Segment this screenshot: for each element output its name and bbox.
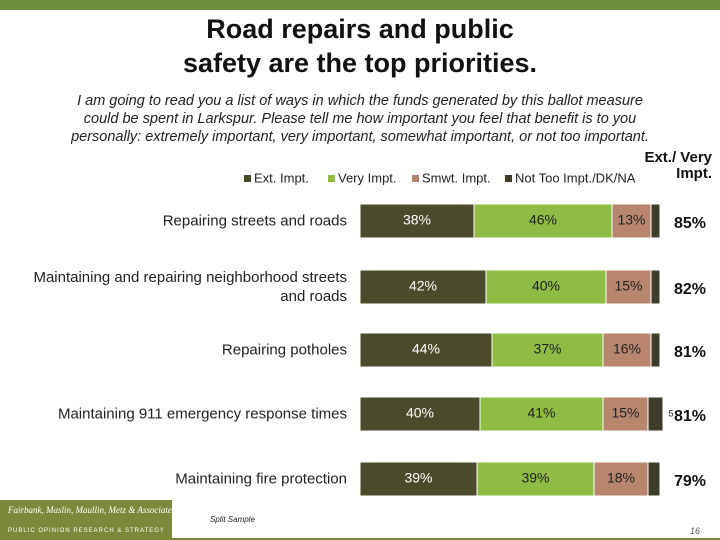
title: Road repairs and public safety are the to…: [0, 12, 720, 80]
value-label: 37%: [533, 341, 561, 357]
value-label: 5: [668, 408, 673, 418]
total-label: 81%: [674, 408, 706, 425]
bar-segment: [647, 461, 661, 497]
legend-swatch: [328, 175, 335, 182]
value-label: 46%: [529, 212, 557, 228]
bar-segment: [491, 332, 604, 368]
value-label: 44%: [412, 341, 440, 357]
value-label: 42%: [409, 278, 437, 294]
bar-segment: [647, 396, 664, 432]
logo-text: Fairbank, Maslin, Maullin, Metz & Associ…: [8, 505, 202, 515]
legend-label: Ext. Impt.: [254, 170, 309, 185]
value-label: 39%: [521, 470, 549, 486]
subtitle-line: personally: extremely important, very im…: [71, 129, 649, 145]
value-label: 41%: [527, 405, 555, 421]
bar-segment: [602, 332, 652, 368]
bar-segment: [485, 269, 607, 305]
legend-label: Not Too Impt./DK/NA: [515, 170, 636, 185]
value-label: 13%: [617, 212, 645, 228]
category-label: Maintaining 911 emergency response times: [57, 405, 347, 423]
bottom-line: [172, 538, 720, 540]
bar-segment: [359, 332, 493, 368]
legend-label: Smwt. Impt.: [422, 170, 491, 185]
category-label: Repairing potholes: [221, 341, 347, 359]
subtitle-line: could be spent in Larkspur. Please tell …: [83, 111, 637, 127]
legend-swatch: [244, 175, 251, 182]
bar-segment: [650, 269, 661, 305]
value-label: 40%: [532, 278, 560, 294]
bar-segment: [650, 203, 661, 239]
subtitle-line: I am going to read you a list of ways in…: [77, 93, 643, 109]
bar-segment: [602, 396, 649, 432]
page-number: 16: [690, 526, 701, 536]
bar-segment: [473, 203, 613, 239]
category-label: Maintaining fire protection: [175, 470, 347, 488]
subtitle: I am going to read you a list of ways in…: [20, 92, 700, 146]
bar-segment: [593, 461, 649, 497]
value-label: 39%: [404, 470, 432, 486]
title-line: safety are the top priorities.: [182, 48, 538, 78]
value-label: 15%: [611, 405, 639, 421]
value-label: 15%: [614, 278, 642, 294]
value-label: 16%: [613, 341, 641, 357]
top-band: [0, 0, 720, 10]
total-label: 79%: [674, 473, 706, 490]
totals-header: Ext./ Very Impt.: [644, 149, 712, 182]
legend-swatch: [412, 175, 419, 182]
note: Split Sample: [210, 515, 255, 524]
bar-segment: [359, 203, 475, 239]
value-label: 18%: [607, 470, 635, 486]
value-label: 38%: [403, 212, 431, 228]
legend-swatch: [505, 175, 512, 182]
bar-segment: [650, 332, 661, 368]
footer-logo: [0, 500, 172, 540]
bar-segment: [479, 396, 604, 432]
value-label: 40%: [406, 405, 434, 421]
legend-label: Very Impt.: [338, 170, 397, 185]
category-label: Maintaining and repairing neighborhood s…: [33, 269, 347, 305]
logo-tagline: PUBLIC OPINION RESEARCH & STRATEGY: [8, 528, 165, 534]
total-label: 81%: [674, 344, 706, 361]
total-label: 85%: [674, 215, 706, 232]
category-label: Repairing streets and roads: [162, 212, 347, 230]
total-label: 82%: [674, 281, 706, 298]
bar-segment: [476, 461, 595, 497]
title-line: Road repairs and public: [206, 14, 514, 44]
bar-segment: [359, 461, 478, 497]
